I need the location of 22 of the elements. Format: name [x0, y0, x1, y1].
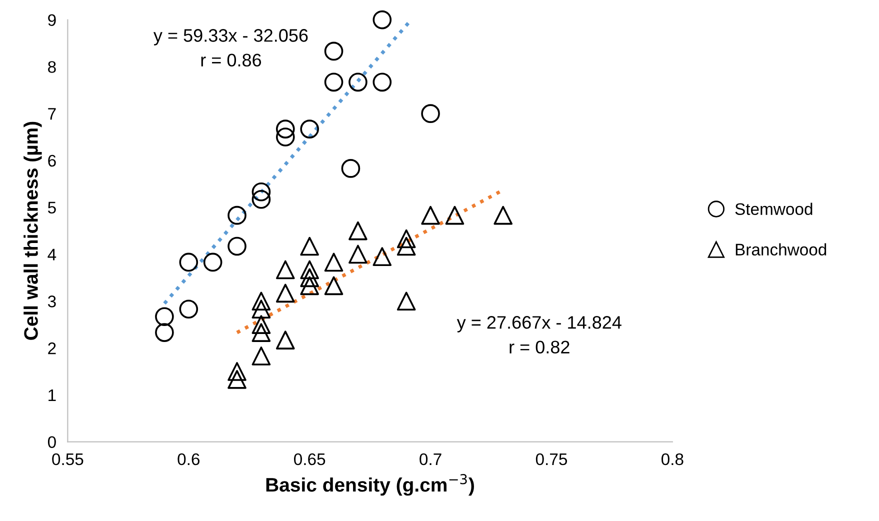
x-tick-label: 0.55 — [52, 453, 84, 466]
x-tick-label: 0.75 — [536, 453, 568, 466]
annotation: y = 27.667x - 14.824 r = 0.82 — [456, 316, 622, 354]
y-tick-label: 2 — [48, 342, 56, 354]
x-tick-label: 0.6 — [178, 453, 200, 466]
y-axis-title: Cell wall thickness (µm) — [24, 122, 42, 340]
y-tick-label: 9 — [48, 14, 56, 26]
y-tick-label: 5 — [48, 202, 56, 214]
y-tick-label: 0 — [48, 436, 56, 448]
x-tick-label: 0.65 — [294, 453, 326, 466]
y-tick-label: 3 — [48, 296, 56, 308]
legend-label: Stemwood — [735, 202, 812, 216]
y-tick-label: 6 — [48, 154, 56, 167]
y-tick-label: 1 — [48, 389, 56, 401]
x-axis-title: Basic density (g.cm$^{−3}$) — [266, 474, 474, 496]
x-tick-label: 0.7 — [420, 453, 442, 466]
annotation: y = 59.33x - 32.056 r = 0.86 — [153, 29, 308, 67]
x-tick-label: 0.8 — [662, 453, 684, 466]
y-tick-label: 8 — [48, 61, 56, 73]
legend-label: Branchwood — [736, 243, 826, 256]
y-tick-label: 4 — [48, 248, 56, 260]
y-tick-label: 7 — [48, 108, 56, 120]
